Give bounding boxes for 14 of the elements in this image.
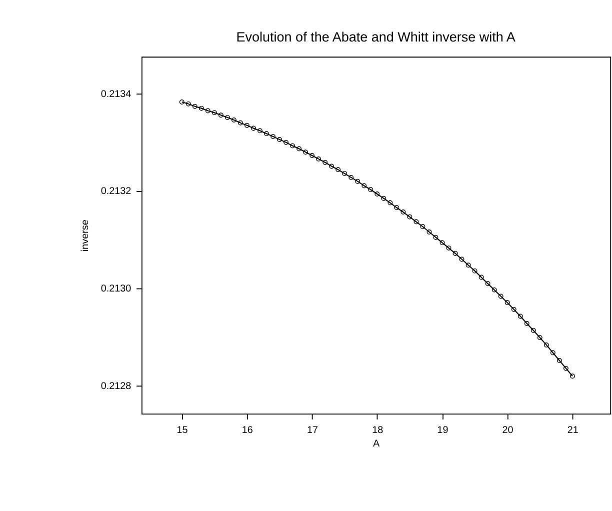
x-tick-label: 15 xyxy=(176,424,188,436)
x-tick-label: 21 xyxy=(567,424,579,436)
x-tick-label: 18 xyxy=(372,424,384,436)
x-tick-label: 19 xyxy=(437,424,449,436)
y-tick-label: 0.2128 xyxy=(100,381,132,392)
x-tick-label: 20 xyxy=(502,424,514,436)
x-axis-title: A xyxy=(373,438,380,450)
chart-title: Evolution of the Abate and Whitt inverse with A xyxy=(236,29,516,44)
y-tick-label: 0.2132 xyxy=(100,186,132,198)
y-tick-label: 0.2130 xyxy=(100,284,132,295)
y-tick-label: 0.2134 xyxy=(100,88,132,100)
x-tick-label: 17 xyxy=(306,424,319,436)
x-tick-label: 16 xyxy=(242,424,254,436)
y-axis-title: inverse xyxy=(80,219,92,252)
